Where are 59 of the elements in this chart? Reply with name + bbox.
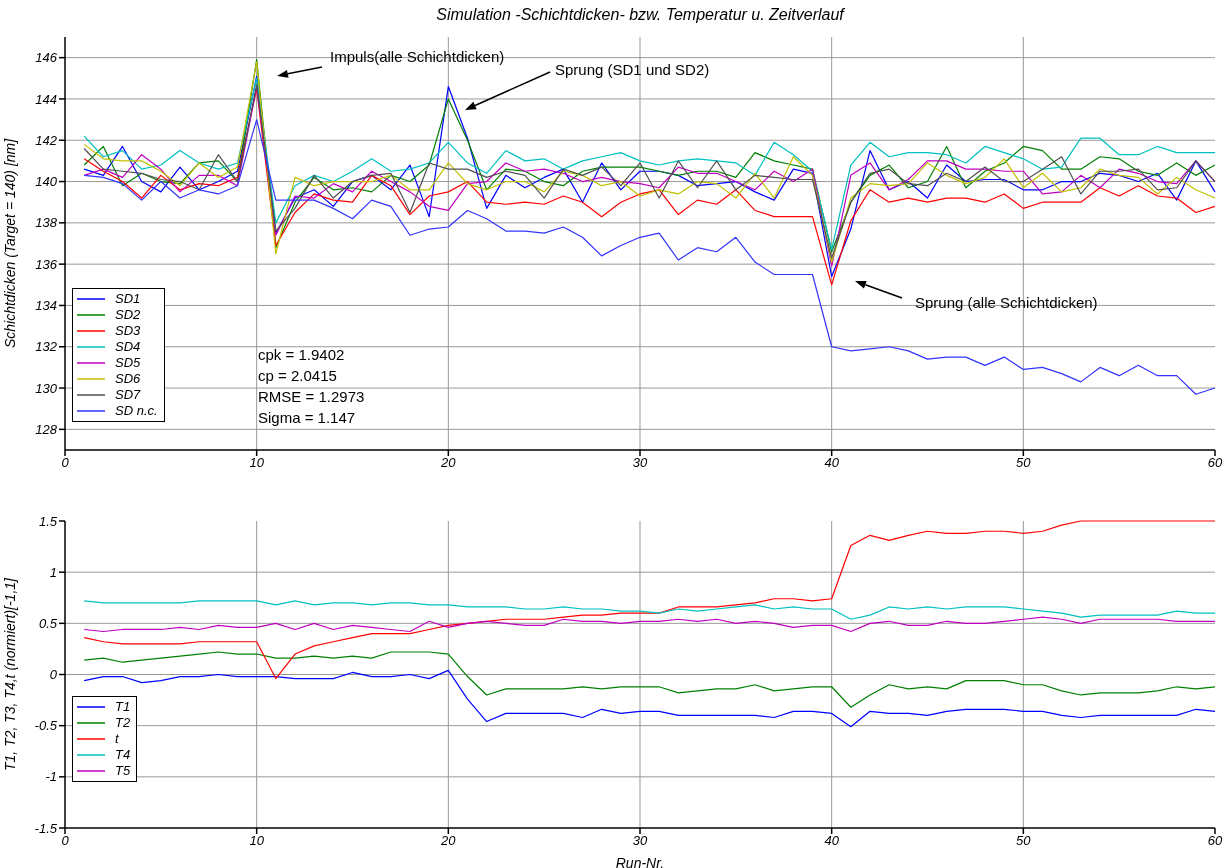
legend-label: SD4 bbox=[115, 339, 141, 355]
y-tick-label: 140 bbox=[35, 174, 58, 190]
line-series bbox=[83, 669, 1216, 728]
legend-label: SD3 bbox=[115, 323, 141, 339]
chart-title: Simulation -Schichtdicken- bzw. Temperatur u. Zeitverlauf bbox=[435, 6, 846, 24]
annotation: RMSE = 1.2973 bbox=[258, 387, 365, 407]
x-tick-label: 60 bbox=[1207, 833, 1223, 849]
x-tick-label: 40 bbox=[824, 833, 840, 849]
x-tick-label: 40 bbox=[824, 455, 840, 471]
x-tick-label: 20 bbox=[440, 455, 457, 471]
y-tick-label: -1 bbox=[45, 769, 57, 785]
y-tick-label: 142 bbox=[35, 132, 58, 148]
y-tick-label: 146 bbox=[35, 50, 58, 66]
y-tick-label: 138 bbox=[35, 215, 58, 231]
legend-label: SD2 bbox=[115, 307, 141, 323]
x-tick-label: 50 bbox=[1016, 455, 1032, 471]
line-series bbox=[83, 520, 1216, 680]
y-tick-label: 144 bbox=[35, 91, 57, 107]
legend-label: T4 bbox=[115, 747, 131, 763]
x-tick-label: 30 bbox=[632, 455, 648, 471]
y-tick-label: 0 bbox=[49, 667, 58, 683]
x-tick-label: 10 bbox=[249, 455, 265, 471]
line-series bbox=[83, 600, 1216, 620]
legend-label: T5 bbox=[115, 763, 131, 779]
y-tick-label: 1.5 bbox=[38, 513, 58, 529]
x-tick-label: 30 bbox=[632, 833, 648, 849]
annotation: Sigma = 1.147 bbox=[258, 408, 357, 428]
annotation: Impuls(alle Schichtdicken) bbox=[330, 47, 505, 65]
y-axis-title: Schichtdicken (Target = 140) [nm] bbox=[1, 137, 18, 349]
y-tick-label: 1 bbox=[49, 564, 57, 580]
legend-label: SD6 bbox=[115, 371, 141, 387]
y-tick-label: 134 bbox=[35, 298, 57, 314]
legend-label: T2 bbox=[115, 715, 131, 731]
y-tick-label: -1.5 bbox=[34, 820, 58, 836]
legend-label: T1 bbox=[115, 699, 131, 715]
x-tick-label: 0 bbox=[61, 833, 70, 849]
legend-label: SD5 bbox=[115, 355, 141, 371]
y-tick-label: 130 bbox=[35, 380, 58, 396]
y-tick-label: 128 bbox=[35, 421, 58, 437]
annotation: cpk = 1.9402 bbox=[258, 345, 346, 365]
legend-label: SD1 bbox=[115, 291, 141, 307]
y-tick-label: 132 bbox=[35, 339, 58, 355]
y-axis-title: T1, T2, T3, T4,t (normiert)[-1,1] bbox=[1, 576, 18, 771]
y-tick-label: -0.5 bbox=[34, 718, 58, 734]
x-tick-label: 10 bbox=[249, 833, 265, 849]
x-tick-label: 20 bbox=[440, 833, 457, 849]
annotation: cp = 2.0415 bbox=[258, 366, 338, 386]
annotation: Sprung (SD1 und SD2) bbox=[555, 60, 710, 78]
annotation: Sprung (alle Schichtdicken) bbox=[915, 293, 1098, 311]
y-tick-label: 136 bbox=[35, 256, 58, 272]
x-tick-label: 50 bbox=[1016, 833, 1032, 849]
line-series bbox=[83, 616, 1216, 633]
legend-label: SD7 bbox=[115, 387, 141, 403]
x-axis-title: Run-Nr. bbox=[615, 855, 665, 868]
legend-label: t bbox=[115, 731, 119, 747]
legend-label: SD n.c. bbox=[115, 403, 158, 419]
x-tick-label: 60 bbox=[1207, 455, 1223, 471]
x-tick-label: 0 bbox=[61, 455, 70, 471]
y-tick-label: 0.5 bbox=[38, 615, 58, 631]
